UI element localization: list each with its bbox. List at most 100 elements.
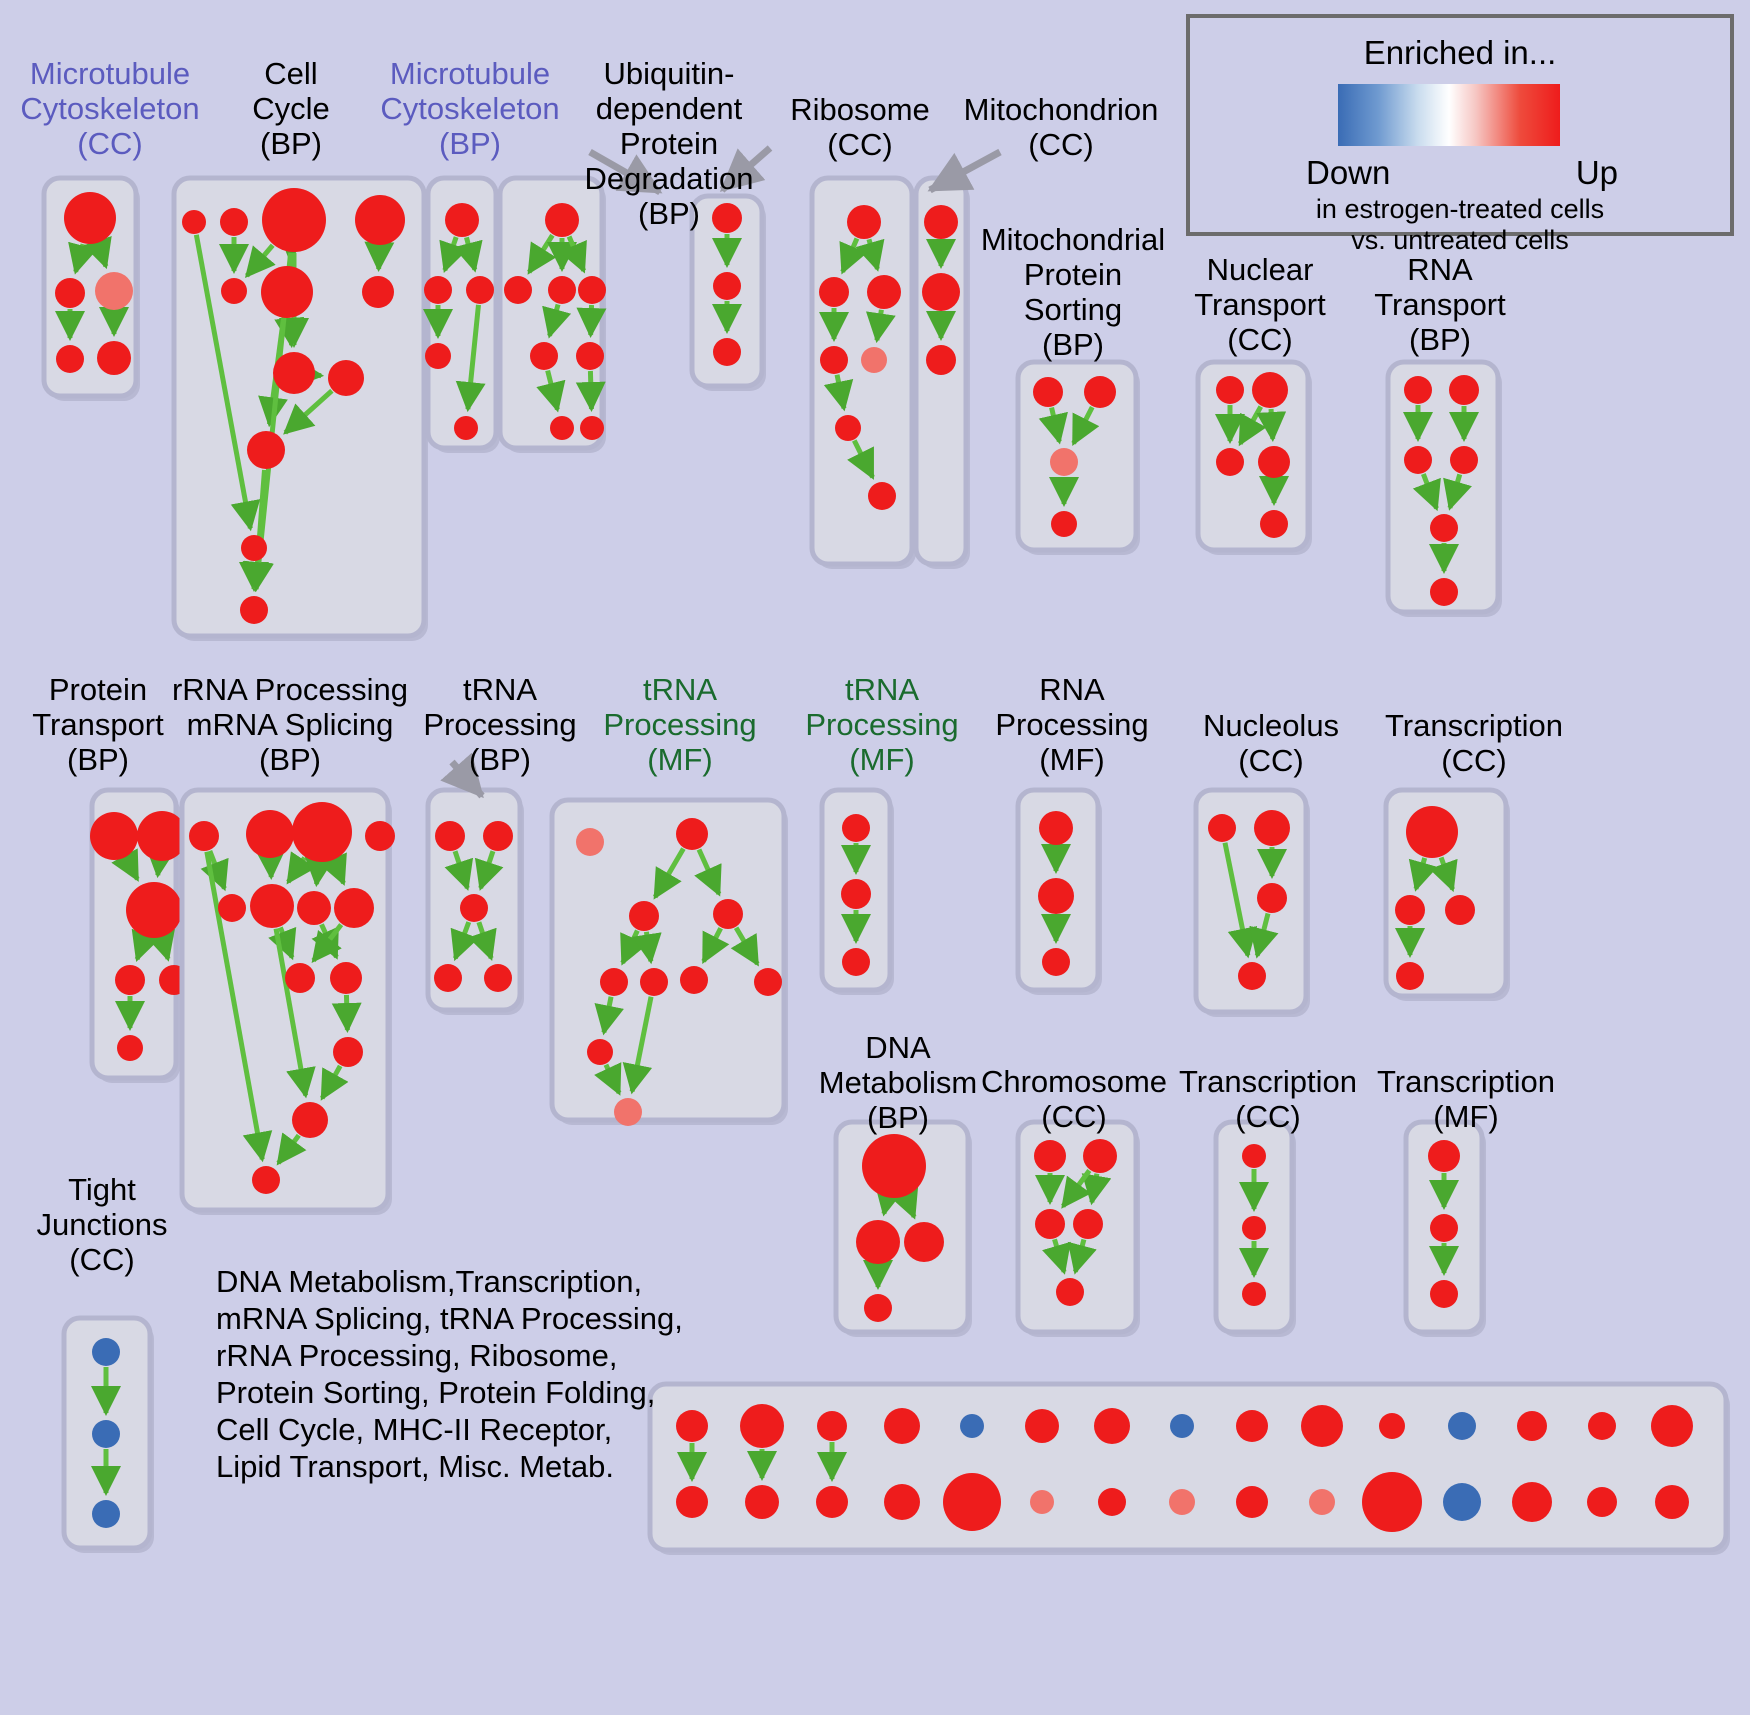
go-term-node[interactable]	[1208, 814, 1236, 842]
go-term-node[interactable]	[1430, 1280, 1458, 1308]
go-term-node[interactable]	[425, 343, 451, 369]
go-term-node[interactable]	[1448, 1412, 1476, 1440]
go-term-node[interactable]	[864, 1294, 892, 1322]
go-term-node[interactable]	[1216, 376, 1244, 404]
go-term-node[interactable]	[292, 1102, 328, 1138]
go-term-node[interactable]	[262, 188, 326, 252]
go-term-node[interactable]	[1260, 510, 1288, 538]
go-term-node[interactable]	[252, 1166, 280, 1194]
go-term-node[interactable]	[578, 276, 606, 304]
go-term-node[interactable]	[334, 888, 374, 928]
go-term-node[interactable]	[273, 352, 315, 394]
go-term-node[interactable]	[587, 1039, 613, 1065]
go-term-node[interactable]	[90, 812, 138, 860]
go-term-node[interactable]	[614, 1098, 642, 1126]
go-term-node[interactable]	[355, 195, 405, 245]
go-term-node[interactable]	[466, 276, 494, 304]
go-term-node[interactable]	[856, 1220, 900, 1264]
go-term-node[interactable]	[1430, 514, 1458, 542]
go-term-node[interactable]	[1512, 1482, 1552, 1522]
go-term-node[interactable]	[1395, 895, 1425, 925]
go-term-node[interactable]	[218, 894, 246, 922]
go-term-node[interactable]	[92, 1500, 120, 1528]
go-term-node[interactable]	[884, 1484, 920, 1520]
go-term-node[interactable]	[847, 205, 881, 239]
go-term-node[interactable]	[1404, 376, 1432, 404]
go-term-node[interactable]	[640, 968, 668, 996]
go-term-node[interactable]	[1073, 1209, 1103, 1239]
go-term-node[interactable]	[56, 345, 84, 373]
go-term-node[interactable]	[943, 1473, 1001, 1531]
go-term-node[interactable]	[1651, 1405, 1693, 1447]
go-term-node[interactable]	[1039, 811, 1073, 845]
go-term-node[interactable]	[1056, 1278, 1084, 1306]
go-term-node[interactable]	[1170, 1414, 1194, 1438]
go-term-node[interactable]	[1033, 377, 1063, 407]
go-term-node[interactable]	[1094, 1408, 1130, 1444]
go-term-node[interactable]	[246, 810, 294, 858]
go-term-node[interactable]	[1443, 1483, 1481, 1521]
go-term-node[interactable]	[1430, 1214, 1458, 1242]
go-term-node[interactable]	[333, 1037, 363, 1067]
go-term-node[interactable]	[241, 535, 267, 561]
go-term-node[interactable]	[1084, 376, 1116, 408]
go-term-node[interactable]	[92, 1420, 120, 1448]
go-term-node[interactable]	[1588, 1412, 1616, 1440]
go-term-node[interactable]	[740, 1404, 784, 1448]
go-term-node[interactable]	[629, 901, 659, 931]
go-term-node[interactable]	[842, 948, 870, 976]
go-term-node[interactable]	[1236, 1486, 1268, 1518]
go-term-node[interactable]	[1242, 1216, 1266, 1240]
go-term-node[interactable]	[1051, 511, 1077, 537]
go-term-node[interactable]	[1430, 578, 1458, 606]
go-term-node[interactable]	[580, 416, 604, 440]
go-term-node[interactable]	[861, 347, 887, 373]
go-term-node[interactable]	[904, 1222, 944, 1262]
go-term-node[interactable]	[676, 818, 708, 850]
go-term-node[interactable]	[1301, 1405, 1343, 1447]
go-term-node[interactable]	[868, 482, 896, 510]
go-term-node[interactable]	[1406, 806, 1458, 858]
go-term-node[interactable]	[297, 891, 331, 925]
go-term-node[interactable]	[1025, 1409, 1059, 1443]
go-term-node[interactable]	[484, 964, 512, 992]
go-term-node[interactable]	[1396, 962, 1424, 990]
go-term-node[interactable]	[1517, 1411, 1547, 1441]
go-term-node[interactable]	[548, 276, 576, 304]
go-term-node[interactable]	[247, 431, 285, 469]
go-term-node[interactable]	[745, 1485, 779, 1519]
go-term-node[interactable]	[1587, 1487, 1617, 1517]
go-term-node[interactable]	[600, 968, 628, 996]
go-term-node[interactable]	[530, 342, 558, 370]
go-term-node[interactable]	[55, 278, 85, 308]
go-term-node[interactable]	[424, 276, 452, 304]
go-term-node[interactable]	[1254, 810, 1290, 846]
go-term-node[interactable]	[97, 341, 131, 375]
go-term-node[interactable]	[1379, 1413, 1405, 1439]
go-term-node[interactable]	[483, 821, 513, 851]
go-term-node[interactable]	[819, 277, 849, 307]
go-term-node[interactable]	[1450, 446, 1478, 474]
go-term-node[interactable]	[1034, 1140, 1066, 1172]
go-term-node[interactable]	[95, 272, 133, 310]
go-term-node[interactable]	[1242, 1144, 1266, 1168]
go-term-node[interactable]	[676, 1486, 708, 1518]
go-term-node[interactable]	[1030, 1490, 1054, 1514]
go-term-node[interactable]	[754, 968, 782, 996]
go-term-node[interactable]	[1035, 1209, 1065, 1239]
go-term-node[interactable]	[445, 203, 479, 237]
go-term-node[interactable]	[240, 596, 268, 624]
go-term-node[interactable]	[1042, 948, 1070, 976]
go-term-node[interactable]	[1309, 1489, 1335, 1515]
go-term-node[interactable]	[261, 266, 313, 318]
go-term-node[interactable]	[1083, 1139, 1117, 1173]
go-term-node[interactable]	[576, 342, 604, 370]
go-term-node[interactable]	[1258, 446, 1290, 478]
go-term-node[interactable]	[189, 821, 219, 851]
go-term-node[interactable]	[1428, 1140, 1460, 1172]
go-term-node[interactable]	[330, 962, 362, 994]
go-term-node[interactable]	[454, 416, 478, 440]
go-term-node[interactable]	[292, 802, 352, 862]
go-term-node[interactable]	[1655, 1485, 1689, 1519]
go-term-node[interactable]	[713, 338, 741, 366]
